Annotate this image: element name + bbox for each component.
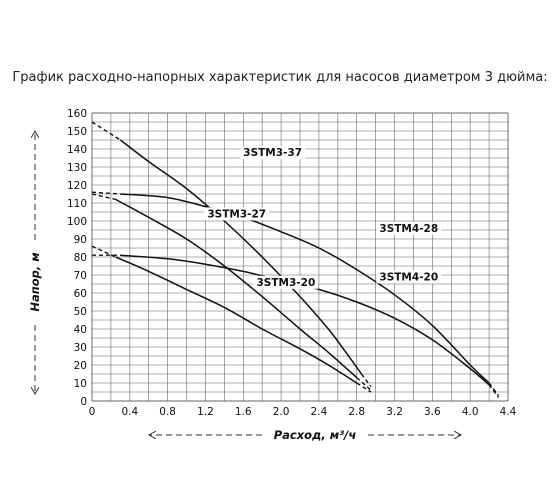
- curve-3stm4-28-dashed-end: [488, 382, 500, 397]
- y-tick-label: 80: [74, 252, 87, 264]
- x-tick-label: 0: [89, 406, 96, 418]
- curve-3stm3-20-dashed-start: [91, 245, 116, 258]
- x-tick-label: 2.0: [273, 406, 290, 418]
- curve-label-bg-3stm4-20: [376, 270, 442, 284]
- curve-3stm3-27-dashed-start: [91, 193, 116, 201]
- x-tick-label: 2.4: [311, 406, 328, 418]
- y-tick-label: 10: [74, 378, 87, 390]
- y-tick-label: 120: [67, 180, 87, 192]
- y-tick-label: 0: [80, 396, 87, 408]
- curve-label-3stm3-37: 3STM3-37: [243, 147, 302, 159]
- y-tick-label: 140: [67, 144, 87, 156]
- y-tick-label: 40: [74, 324, 87, 336]
- y-tick-label: 100: [67, 216, 87, 228]
- curve-label-bg-3stm3-20: [253, 275, 319, 289]
- x-tick-label: 0.4: [121, 406, 138, 418]
- x-tick-label: 2.8: [348, 406, 365, 418]
- x-axis-label: Расход, м³/ч: [274, 428, 357, 442]
- x-tick-label: 4.0: [462, 406, 479, 418]
- y-tick-label: 160: [67, 108, 87, 120]
- x-tick-label: 0.8: [159, 406, 176, 418]
- curve-3stm3-20: [115, 256, 358, 384]
- x-tick-label: 4.4: [500, 406, 517, 418]
- x-tick-label: 3.6: [424, 406, 441, 418]
- y-tick-label: 110: [67, 198, 87, 210]
- chart-curves: [91, 121, 500, 398]
- curve-3stm3-37: [119, 139, 363, 375]
- y-tick-label: 70: [74, 270, 87, 282]
- x-tick-label: 1.6: [235, 406, 252, 418]
- curve-3stm4-20-dashed-end: [488, 384, 500, 398]
- y-tick-label: 130: [67, 162, 87, 174]
- curve-3stm3-37-dashed-end: [360, 373, 372, 388]
- curve-label-bg-3stm3-27: [204, 207, 270, 221]
- curve-label-3stm4-28: 3STM4-28: [379, 223, 438, 235]
- curve-label-bg-3stm4-28: [376, 221, 442, 235]
- y-tick-label: 20: [74, 360, 87, 372]
- chart-curve-labels: 3STM3-37 3STM3-27 3STM4-28 3STM3-20 3STM4-20: [204, 146, 442, 289]
- y-tick-label: 60: [74, 288, 87, 300]
- y-axis-label: Напор, м: [28, 252, 42, 312]
- chart-tick-labels: 0 0.4 0.8 1.2 1.6 2.0 2.4 2.8 3.2 3.6 4.0 4.4 0 10 20 3…: [67, 108, 517, 418]
- curve-3stm3-20-dashed-end: [356, 382, 372, 393]
- curve-3stm4-28: [120, 193, 490, 384]
- y-axis-label-group: Напор, м: [28, 132, 42, 393]
- x-tick-label: 3.2: [386, 406, 403, 418]
- chart-title: График расходно-напорных характеристик д…: [12, 70, 548, 85]
- y-tick-label: 30: [74, 342, 87, 354]
- curve-3stm3-27-dashed-end: [356, 377, 372, 391]
- curve-label-3stm3-20: 3STM3-20: [257, 277, 316, 289]
- curve-label-3stm3-27: 3STM3-27: [207, 208, 266, 220]
- x-axis-label-group: Расход, м³/ч: [150, 428, 460, 442]
- curve-3stm4-20: [120, 254, 490, 386]
- y-tick-label: 150: [67, 126, 87, 138]
- curve-3stm4-28-dashed-start: [91, 191, 121, 195]
- curve-label-3stm4-20: 3STM4-20: [379, 271, 438, 283]
- curve-label-bg-3stm3-37: [240, 146, 306, 160]
- y-tick-label: 50: [74, 306, 87, 318]
- curve-3stm3-37-dashed-start: [91, 121, 121, 141]
- x-tick-label: 1.2: [197, 406, 214, 418]
- curve-3stm3-27: [115, 198, 358, 379]
- y-tick-label: 90: [74, 234, 87, 246]
